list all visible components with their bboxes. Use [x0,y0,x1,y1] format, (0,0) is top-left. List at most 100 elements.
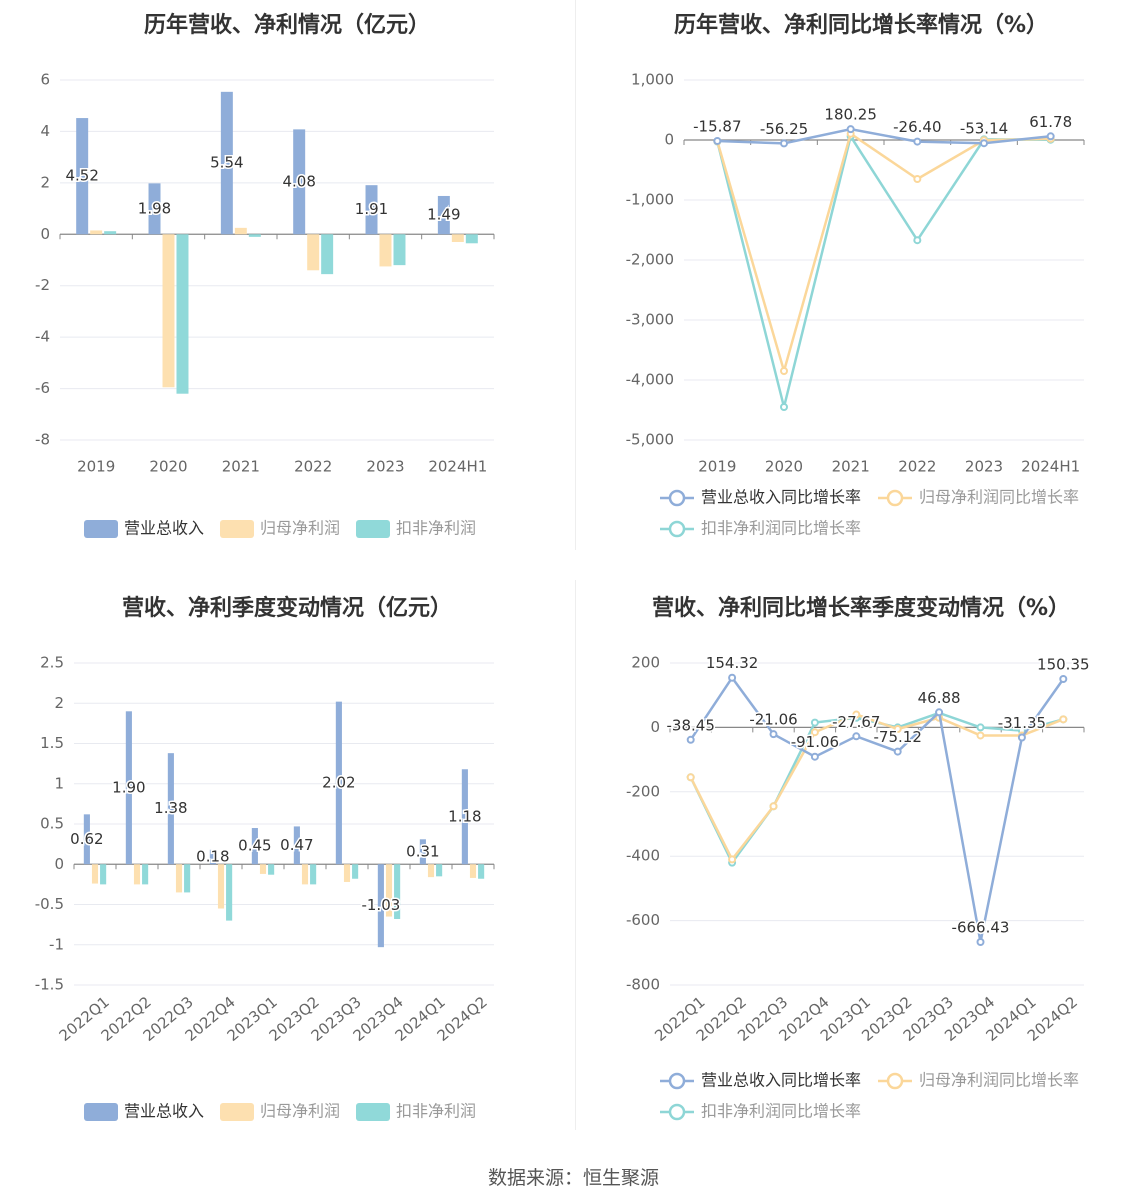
bar [301,864,309,885]
bar-data-label: 2.02 [322,773,355,791]
x-tick-label: 2019 [698,458,736,476]
y-tick-label: 2.5 [40,654,64,672]
series-line [716,133,1051,408]
line-data-label: 150.35 [1037,655,1090,673]
chart-svg: 营收、净利同比增长率季度变动情况（%）2000-200-400-600-8002… [626,595,1091,1121]
annual-growth-rate-chart: 历年营收、净利同比增长率情况（%） 1,000 0 -1,000 -2,000 -3,00… [574,0,1147,580]
bar [293,129,306,235]
y-tick-label: 0.5 [40,815,64,833]
quarterly-growth-rate-chart: 营收、净利同比增长率季度变动情况（%） 200 0 -200 -400 -600 -800 2… [574,580,1147,1160]
bar-data-label: 1.18 [448,807,481,825]
series-point [728,673,737,682]
chart-svg: 历年营收、净利情况（亿元） 6 4 2 0 -2 -4 -6 -8 2019 2020 2021 202… [35,12,495,538]
y-tick-label: -5,000 [626,431,674,449]
y-tick-label: 1.5 [40,734,64,752]
bar [104,231,117,235]
y-tick-label: -1 [49,935,64,953]
x-tick-label: 2023 [965,458,1003,476]
legend-label: 营业总收入同比增长率 [701,1071,861,1090]
x-tick-label: 2021 [832,458,870,476]
legend-label: 归母净利润同比增长率 [919,488,1079,507]
bar [125,711,132,865]
bar [465,234,478,244]
legend-swatch [84,520,118,538]
y-tick-label: -2 [35,276,50,294]
series-point [810,728,819,737]
legend-label: 扣非净利润 [396,519,476,538]
bar [393,234,406,266]
bar [91,864,99,884]
series-line [689,713,1064,862]
y-tick-label: 2 [40,173,50,191]
legend-swatch [220,520,254,538]
series-line [689,675,1065,943]
bar [343,864,351,882]
bar [321,234,334,275]
x-tick-label: 2022 [898,458,936,476]
bar [76,118,89,235]
bar-data-label: 0.18 [196,848,229,866]
legend-label: 扣非净利润同比增长率 [701,1102,861,1121]
line-data-label: -21.06 [749,711,797,729]
annual-revenue-profit-chart: 历年营收、净利情况（亿元） 6 4 2 0 -2 -4 -6 -8 2019 2020 2021 202… [0,0,574,580]
bar [175,864,183,893]
bar-data-label: 1.90 [112,778,145,796]
legend-label: 归母净利润 [260,1102,340,1121]
legend-marker [668,520,686,538]
series-point [810,752,819,761]
bar [90,230,103,235]
series-point [810,718,819,727]
bar [100,864,107,885]
divider-bottom [575,580,576,1130]
y-tick-label: 0 [40,225,50,243]
bar-data-label: 1.98 [138,199,171,217]
y-tick-label: 200 [631,654,660,672]
bar [259,864,267,874]
y-tick-label: -200 [626,782,660,800]
x-tick-label: 2022 [294,458,332,476]
bar [436,864,443,877]
bar [83,814,90,865]
y-tick-label: 0 [54,855,64,873]
bar [310,864,317,885]
legend-label: 营业总收入 [124,1102,204,1121]
series-point [780,139,788,148]
bar [167,753,174,865]
series-point [852,732,861,741]
bar [461,769,468,865]
bar-data-label: 0.31 [406,842,439,860]
bar [437,195,450,235]
y-tick-label: 0 [664,131,674,149]
bar [469,864,477,878]
legend-marker [668,489,686,507]
series-point [769,802,778,811]
bar [377,864,384,948]
series-point [893,747,902,756]
bar [268,864,275,875]
legend-swatch [356,1103,390,1121]
series-point [686,773,695,782]
series-point [686,735,695,744]
legend-swatch [220,1103,254,1121]
bar-data-label: 4.52 [65,167,98,185]
divider-top [575,0,576,550]
bar-data-label: 1.91 [355,200,388,218]
y-tick-label: -6 [35,379,50,397]
bar [385,864,393,917]
y-tick-label: -600 [626,911,660,929]
bar-data-label: 0.47 [280,836,313,854]
bar [142,864,149,885]
x-tick-label: 2023 [366,458,404,476]
series-line [716,131,1051,376]
line-data-label: -26.40 [893,118,941,136]
series-point [913,236,922,245]
data-source-text: 数据来源：恒生聚源 [487,1167,659,1189]
legend-label: 归母净利润同比增长率 [919,1071,1079,1090]
legend-label: 营业总收入 [124,519,204,538]
y-tick-label: -800 [626,976,660,994]
bar [176,234,189,394]
chart-svg: 历年营收、净利同比增长率情况（%） 1,000 0 -1,000 -2,000 -3,00… [626,12,1085,538]
bar-data-label: 1.38 [154,799,187,817]
bar [220,91,233,235]
y-tick-label: 2 [54,694,64,712]
